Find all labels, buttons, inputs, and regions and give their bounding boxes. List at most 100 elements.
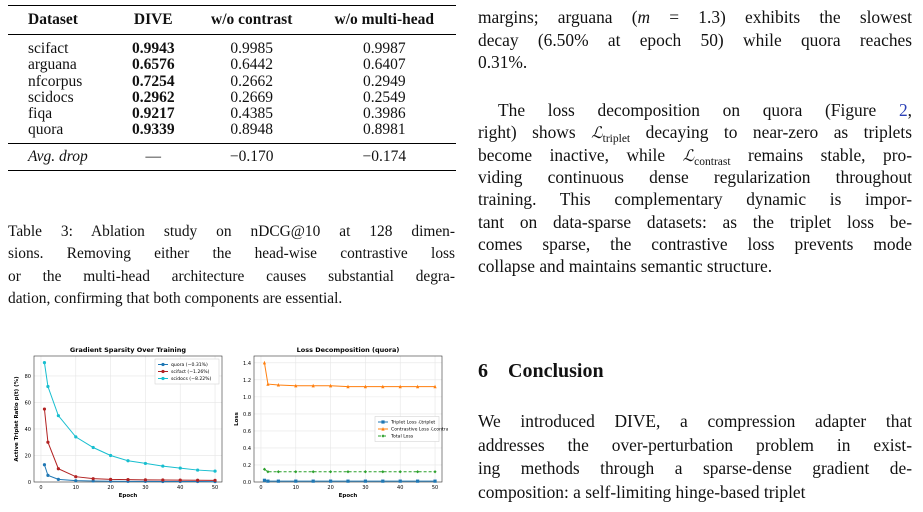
data-point	[161, 464, 165, 468]
table-cell: 0.2669	[230, 88, 274, 106]
x-tick-label: 10	[73, 485, 79, 491]
x-tick-label: 50	[212, 485, 218, 491]
table-cell: 0.6576	[131, 56, 175, 74]
data-point	[294, 470, 298, 474]
table-cell: 0.8981	[362, 121, 406, 139]
x-tick-label: 0	[39, 485, 42, 491]
series-line	[43, 362, 216, 472]
data-point	[294, 383, 298, 388]
data-point	[74, 435, 78, 439]
table-cell: quora	[28, 121, 64, 139]
section-title: Conclusion	[508, 360, 604, 382]
data-point	[363, 384, 368, 389]
x-tick-label: 50	[432, 485, 438, 491]
text: 0.31%.	[478, 52, 528, 72]
text-line: training. This complementary dynamic is …	[478, 188, 912, 210]
table-cell: 0.6442	[230, 56, 274, 74]
series-line	[264, 479, 436, 482]
legend-label: Triplet Loss ℒtriplet	[390, 420, 435, 426]
data-point	[266, 382, 270, 386]
math-var: m	[637, 7, 651, 27]
table-cell: Avg. drop	[8, 142, 116, 171]
text: decaying to near-zero as triplets	[630, 122, 912, 143]
data-point	[433, 384, 437, 389]
column-header: w/o contrast	[211, 10, 293, 28]
table-cell: —	[115, 142, 191, 171]
y-tick-label: 0.8	[243, 412, 251, 418]
data-point	[143, 478, 148, 482]
data-point	[126, 459, 130, 463]
math-subscript: triplet	[602, 133, 631, 146]
text: collapse and maintains semantic structur…	[478, 256, 773, 277]
table-cell: fiqa	[28, 105, 53, 123]
figure-chart: Loss Decomposition (quora) 0.0 0.2 0.4 0.6 0.…	[234, 346, 448, 499]
table-cell: 0.4385	[230, 105, 274, 123]
text-line: 0.31%.	[478, 51, 912, 73]
data-point	[276, 382, 280, 387]
y-tick-label: 80	[25, 374, 31, 380]
math: ℒtriplet	[591, 122, 631, 146]
text-line: decay (6.50% at epoch 50) while quora re…	[478, 29, 912, 51]
data-point	[46, 440, 50, 444]
text: right) shows	[478, 122, 592, 143]
legend-marker	[381, 434, 385, 438]
table-cell: 0.2549	[362, 88, 406, 106]
data-point	[346, 479, 350, 483]
data-point	[381, 479, 385, 483]
data-point	[56, 414, 60, 418]
table-cell: 0.2962	[131, 88, 175, 106]
summary-row: Avg. drop — −0.170 −0.174	[8, 142, 456, 171]
series-line	[264, 468, 436, 473]
data-point	[346, 384, 350, 389]
table-body: scifact 0.9943 0.9985 0.9987 arguana 0.6576 0.…	[8, 35, 456, 171]
chart-title: Loss Decomposition (quora)	[297, 346, 400, 354]
text: decay (6.50% at epoch 50) while quora re…	[478, 29, 912, 50]
table-row: scidocs 0.2962 0.2669 0.2549	[8, 88, 456, 106]
table-cell: 0.2662	[230, 72, 274, 90]
table-cell: 0.9217	[131, 105, 175, 123]
table-row: scifact 0.9943 0.9985 0.9987	[8, 35, 456, 58]
data-point	[398, 479, 402, 483]
text-line: comes sparse, the contrastive loss preve…	[478, 233, 912, 255]
data-point	[433, 479, 437, 483]
x-tick-label: 0	[259, 485, 262, 491]
reference-link[interactable]: 2	[898, 100, 908, 120]
table-row: arguana 0.6576 0.6442 0.6407	[8, 56, 456, 74]
data-point	[416, 470, 420, 474]
data-point	[262, 478, 267, 482]
data-point	[56, 477, 60, 481]
y-tick-label: 60	[25, 400, 31, 406]
table-cell: −0.170	[190, 142, 313, 171]
legend-marker	[381, 427, 385, 431]
data-point	[311, 383, 315, 388]
data-point	[42, 463, 47, 467]
y-tick-label: 1.2	[243, 378, 251, 384]
text: remains stable, pro-	[730, 144, 912, 165]
text-line: sions. Removing either the head-wise con…	[8, 243, 455, 265]
text: comes sparse, the contrastive loss preve…	[478, 233, 912, 254]
text: dation, confirming that both components …	[8, 289, 343, 307]
math-subscript: contrast	[694, 155, 731, 168]
table-header: Dataset DIVE w/o contrast w/o multi-head	[8, 5, 456, 35]
text: sions. Removing either the head-wise con…	[8, 245, 455, 263]
text: ,	[907, 100, 912, 120]
text-line: or the multi-head architecture causes su…	[8, 266, 455, 288]
data-point	[126, 478, 130, 482]
table-row: quora 0.9339 0.8948 0.8981	[8, 122, 456, 143]
legend-label: quora (−0.31%)	[171, 362, 208, 368]
table-cell: 0.7254	[131, 72, 175, 90]
data-point	[108, 477, 113, 481]
text-line: Table 3: Ablation study on nDCG@10 at 12…	[8, 221, 455, 243]
data-point	[91, 445, 95, 450]
text: margins; arguana (	[478, 7, 638, 27]
y-tick-label: 20	[25, 453, 31, 459]
text-line: become inactive, while ℒcontrast remains…	[478, 144, 912, 173]
y-tick-label: 0.4	[243, 446, 251, 452]
series-line	[43, 409, 216, 481]
chart-title: Gradient Sparsity Over Training	[70, 346, 187, 354]
data-point	[108, 453, 113, 458]
y-tick-label: 40	[25, 427, 31, 433]
column-header: w/o multi-head	[334, 10, 434, 28]
text-line: viding continuous dense regularization t…	[478, 166, 912, 188]
text: We introduced DIVE, a compression adapte…	[478, 411, 912, 431]
